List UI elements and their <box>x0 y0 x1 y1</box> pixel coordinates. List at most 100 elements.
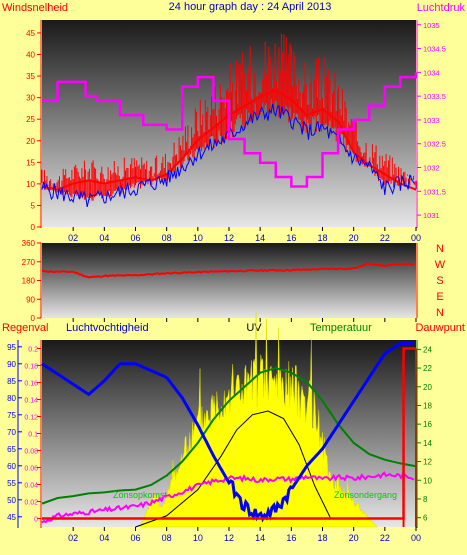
temp-tick-label: 6 <box>423 514 428 523</box>
compass-label: N <box>436 243 444 255</box>
temp-tick-label: 12 <box>423 458 432 467</box>
sunset-label: Zonsondergang <box>334 490 397 500</box>
wind-tick-label: 30 <box>26 94 35 103</box>
x-tick-label: 14 <box>255 233 265 243</box>
pressure-tick-label: 1033.5 <box>423 92 446 101</box>
wind-tick-label: 20 <box>26 137 35 146</box>
humidity-tick-label: 50 <box>7 496 16 505</box>
humidity-line <box>41 341 415 523</box>
x-tick-label: 02 <box>68 533 78 543</box>
pressure-tick-label: 1034.5 <box>423 45 446 54</box>
compass-label: S <box>436 275 443 287</box>
environment-plot <box>41 311 417 528</box>
rain-tick-label: 0.06 <box>24 466 38 473</box>
direction-tick-label: 90 <box>26 295 35 304</box>
wind-tick-label: 5 <box>31 201 36 210</box>
wind-direction-plot <box>41 262 415 279</box>
rain-axis-label: Regenval <box>2 322 48 334</box>
sunrise-label: Zonsopkomst <box>113 490 168 500</box>
rain-tick-label: 0.12 <box>24 415 38 422</box>
x-tick-label: 06 <box>130 233 140 243</box>
rain-tick-label: 0.1 <box>28 432 38 439</box>
wind-tick-label: 10 <box>26 180 35 189</box>
pressure-tick-label: 1033 <box>423 116 440 125</box>
compass-label: W <box>435 259 446 271</box>
humidity-tick-label: 65 <box>7 445 16 454</box>
pressure-axis-label: Luchtdruk <box>417 2 466 14</box>
rain-tick-label: 0.14 <box>24 398 38 405</box>
wind-tick-label: 15 <box>26 158 35 167</box>
x-tick-label: 16 <box>286 233 296 243</box>
wind-direction-line <box>41 262 415 279</box>
compass-label: E <box>436 291 443 303</box>
x-tick-label: 20 <box>349 233 359 243</box>
panel3-ticks: 45 50 55 60 65 70 75 80 85 90 95 0 0.02 0.04 0.06 0.08 0… <box>7 343 432 543</box>
temp-tick-label: 24 <box>423 345 432 354</box>
x-tick-label: 04 <box>99 533 109 543</box>
x-tick-label: 22 <box>380 233 390 243</box>
rain-tick-label: 0 <box>34 517 38 524</box>
x-tick-label: 00 <box>411 533 421 543</box>
humidity-tick-label: 45 <box>7 513 16 522</box>
x-tick-label: 02 <box>68 233 78 243</box>
rain-tick-label: 0.04 <box>24 483 38 490</box>
pressure-tick-label: 1031.5 <box>423 187 446 196</box>
pressure-line <box>42 72 418 188</box>
x-tick-label: 04 <box>99 233 109 243</box>
compass-label: N <box>436 307 444 319</box>
pressure-tick-label: 1035 <box>423 21 440 30</box>
x-tick-label: 00 <box>411 233 421 243</box>
x-tick-label: 18 <box>317 533 327 543</box>
rain-tick-label: 0.16 <box>24 381 38 388</box>
wind-tick-label: 25 <box>26 115 35 124</box>
wind-tick-label: 0 <box>31 223 36 232</box>
pressure-tick-label: 1031 <box>423 211 440 220</box>
x-tick-label: 10 <box>193 233 203 243</box>
humidity-tick-label: 75 <box>7 411 16 420</box>
x-tick-label: 08 <box>162 533 172 543</box>
pressure-tick-label: 1032 <box>423 164 440 173</box>
temp-tick-label: 8 <box>423 495 428 504</box>
x-tick-label: 08 <box>162 233 172 243</box>
temp-tick-label: 20 <box>423 383 432 392</box>
chart-title: 24 hour graph day : 24 April 2013 <box>169 1 332 13</box>
wind-direction-plot-area <box>42 243 416 318</box>
wind-axis-label: Windsnelheid <box>2 2 68 14</box>
humidity-tick-label: 80 <box>7 394 16 403</box>
x-tick-label: 06 <box>130 533 140 543</box>
solar-line <box>135 410 331 528</box>
x-tick-label: 18 <box>317 233 327 243</box>
humidity-tick-label: 70 <box>7 428 16 437</box>
pressure-tick-label: 1034 <box>423 68 440 77</box>
temperature-line <box>41 367 417 505</box>
humidity-tick-label: 95 <box>7 343 16 352</box>
temp-tick-label: 16 <box>423 420 432 429</box>
temp-tick-label: 14 <box>423 439 432 448</box>
humidity-tick-label: 85 <box>7 377 16 386</box>
temp-tick-label: 22 <box>423 364 432 373</box>
rain-tick-label: 0.08 <box>24 449 38 456</box>
uv-axis-label: UV <box>246 322 262 334</box>
wind-pressure-plot <box>41 33 418 208</box>
wind-gust-spikes <box>41 33 417 201</box>
x-tick-label: 12 <box>224 233 234 243</box>
direction-tick-label: 180 <box>22 277 36 286</box>
x-tick-label: 22 <box>380 533 390 543</box>
humidity-tick-label: 60 <box>7 462 16 471</box>
x-tick-label: 16 <box>286 533 296 543</box>
pressure-tick-label: 1032.5 <box>423 140 446 149</box>
x-tick-label: 12 <box>224 533 234 543</box>
rain-tick-label: 0.02 <box>24 500 38 507</box>
dewpoint-axis-label: Dauwpunt <box>415 322 465 334</box>
humidity-tick-label: 90 <box>7 360 16 369</box>
x-tick-label: 20 <box>349 533 359 543</box>
rain-tick-label: 0.18 <box>24 364 38 371</box>
direction-tick-label: 360 <box>22 239 36 248</box>
humidity-tick-label: 55 <box>7 479 16 488</box>
temp-tick-label: 10 <box>423 476 432 485</box>
x-tick-label: 14 <box>255 533 265 543</box>
wind-tick-label: 45 <box>26 29 35 38</box>
wind-tick-label: 40 <box>26 51 35 60</box>
